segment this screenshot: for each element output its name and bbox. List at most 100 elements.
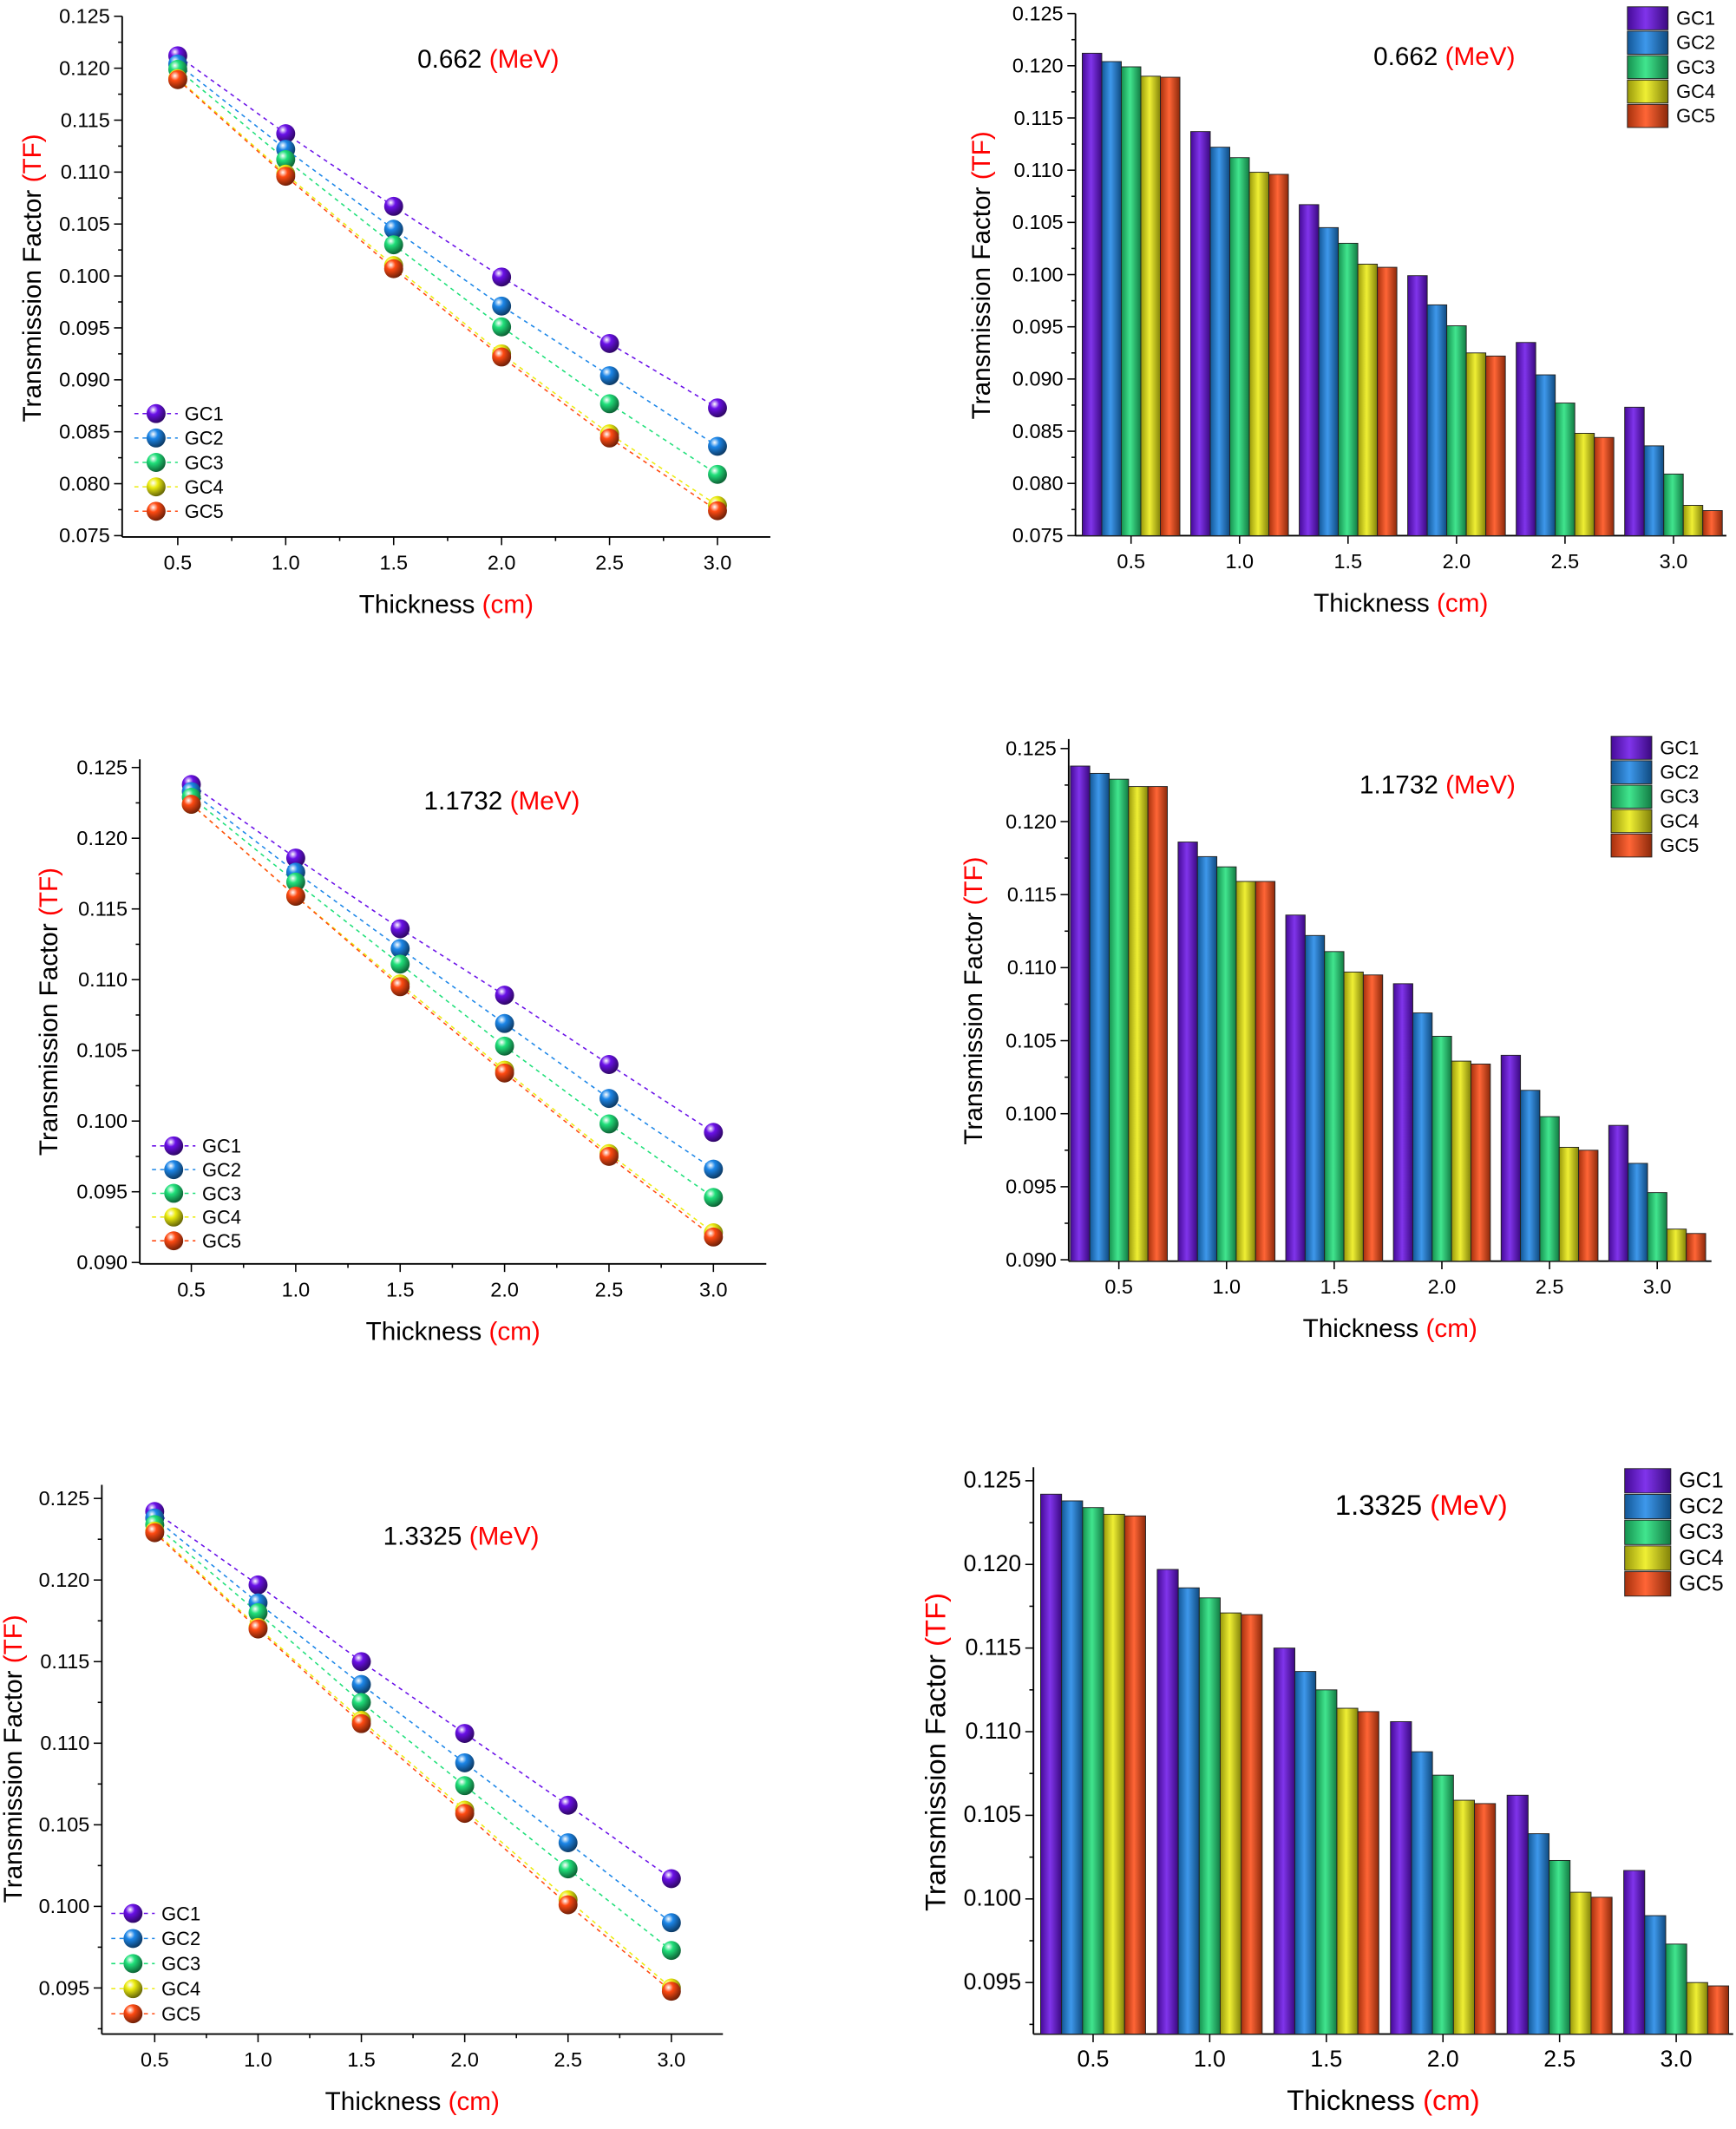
x-axis-unit: (cm) [488, 1317, 540, 1346]
x-tick-label: 3.0 [1643, 1275, 1672, 1298]
bar-GC3 [1338, 242, 1359, 536]
bar-GC3 [1109, 778, 1130, 1262]
bar-GC1 [1500, 1054, 1522, 1262]
legend-label: GC2 [1679, 1494, 1723, 1518]
point-GC5 [455, 1804, 475, 1824]
bar-GC1 [1299, 204, 1320, 536]
y-tick-label: 0.095 [39, 1976, 90, 1999]
y-tick-label: 0.095 [1012, 316, 1064, 338]
point-GC3 [599, 1114, 619, 1134]
bar-GC2 [1089, 772, 1110, 1262]
legend-label: GC1 [185, 403, 224, 425]
x-tick-label: 3.0 [704, 551, 732, 573]
legend-label: GC1 [161, 1903, 200, 1924]
point-GC3 [455, 1776, 475, 1796]
y-tick-label: 0.115 [1014, 107, 1064, 129]
x-axis-label: Thickness (cm) [325, 2087, 500, 2116]
point-GC5 [383, 259, 403, 278]
y-tick-label: 0.115 [61, 108, 110, 131]
x-tick-label: 3.0 [658, 2048, 686, 2071]
legend-label: GC1 [1660, 737, 1699, 758]
bar-GC3 [1539, 1116, 1560, 1262]
point-GC2 [599, 366, 619, 385]
bar-GC3 [1315, 1689, 1338, 2035]
x-tick-label: 2.5 [1543, 2046, 1576, 2072]
y-tick-label: 0.125 [39, 1487, 90, 1510]
x-tick-label: 3.0 [1661, 2046, 1693, 2072]
legend-label: GC5 [202, 1230, 241, 1252]
bar-GC4 [1666, 1228, 1687, 1262]
legend-label: GC4 [1660, 810, 1699, 832]
legend-marker-GC2 [146, 428, 166, 448]
bar-GC4 [1465, 352, 1487, 536]
bar-GC5 [1590, 1896, 1613, 2035]
x-tick-label: 1.0 [244, 2048, 272, 2071]
legend-swatch-GC4 [1610, 809, 1653, 834]
point-GC5 [285, 887, 305, 906]
chart-bar-11732: 0.090 0.095 0.100 0.105 0.110 0.115 0.120 0.125… [960, 736, 1712, 1343]
x-axis-label: Thickness (cm) [359, 591, 534, 619]
energy-unit: (MeV) [1445, 43, 1516, 71]
y-tick-label: 0.100 [39, 1895, 90, 1917]
bar-GC5 [1357, 1711, 1379, 2035]
y-tick-label: 0.125 [1006, 737, 1057, 760]
bar-GC2 [1411, 1751, 1433, 2035]
energy-title: 1.3325 (MeV) [383, 1522, 540, 1550]
bar-GC2 [1196, 855, 1218, 1262]
x-axis-label-text: Thickness [359, 591, 482, 619]
point-GC2 [558, 1833, 578, 1852]
bar-GC5 [1147, 786, 1168, 1262]
x-axis-label-text: Thickness [1303, 1314, 1426, 1343]
bar-GC2 [1644, 1915, 1667, 2035]
x-tick-label: 2.0 [490, 1278, 519, 1300]
bar-GC4 [1686, 1982, 1708, 2035]
y-axis-label-text: Transmission Factor [920, 1647, 952, 1911]
legend-label: GC4 [202, 1207, 241, 1228]
y-axis-unit: (TF) [18, 134, 47, 182]
x-tick-label: 0.5 [1104, 1275, 1133, 1298]
bar-GC4 [1140, 75, 1161, 536]
energy-value: 1.1732 [1359, 770, 1445, 799]
legend-swatch-GC3 [1624, 1519, 1672, 1545]
legend-marker-GC2 [123, 1929, 143, 1949]
bar-GC2 [1318, 226, 1340, 536]
legend-label: GC1 [1679, 1469, 1723, 1493]
y-tick-label: 0.095 [964, 1969, 1021, 1995]
bar-GC3 [1446, 325, 1467, 536]
point-GC5 [558, 1895, 578, 1915]
legend-label: GC2 [202, 1159, 241, 1181]
legend-marker-GC4 [146, 477, 166, 497]
bar-GC5 [1686, 1233, 1707, 1262]
bar-GC4 [1682, 505, 1704, 536]
x-tick-label: 0.5 [1077, 2046, 1109, 2072]
bar-GC1 [1624, 406, 1645, 536]
point-GC3 [351, 1693, 371, 1713]
chart-line-0662: 0.075 0.080 0.085 0.090 0.095 0.100 0.105 0.110… [18, 5, 770, 619]
x-tick-label: 1.5 [1334, 550, 1363, 573]
y-tick-label: 0.080 [1012, 472, 1064, 495]
bar-GC5 [1255, 881, 1276, 1262]
x-axis-label-text: Thickness [1287, 2084, 1423, 2116]
energy-title: 1.3325 (MeV) [1335, 1489, 1508, 1521]
legend-marker-GC5 [164, 1231, 184, 1251]
point-GC5 [599, 1147, 619, 1166]
x-axis-label: Thickness (cm) [1303, 1314, 1477, 1343]
legend-swatch-GC5 [1624, 1571, 1672, 1597]
chart-bar-13325: 0.095 0.100 0.105 0.110 0.115 0.120 0.125 0.5 1.… [920, 1467, 1733, 2116]
bar-GC4 [1248, 172, 1270, 536]
point-GC2 [599, 1089, 619, 1109]
x-tick-label: 2.0 [488, 551, 516, 573]
y-tick-label: 0.120 [1012, 55, 1064, 77]
point-GC3 [495, 1036, 514, 1056]
y-axis-label: Transmission Factor (TF) [0, 1615, 28, 1903]
y-tick-label: 0.125 [964, 1467, 1021, 1493]
point-GC1 [661, 1869, 681, 1889]
y-tick-label: 0.110 [61, 160, 110, 183]
bar-GC5 [1707, 1985, 1730, 2035]
point-GC1 [558, 1795, 578, 1815]
point-GC1 [248, 1575, 268, 1595]
y-axis-label-text: Transmission Factor [0, 1663, 28, 1903]
bar-GC4 [1574, 432, 1595, 536]
energy-unit: (MeV) [1430, 1489, 1507, 1521]
